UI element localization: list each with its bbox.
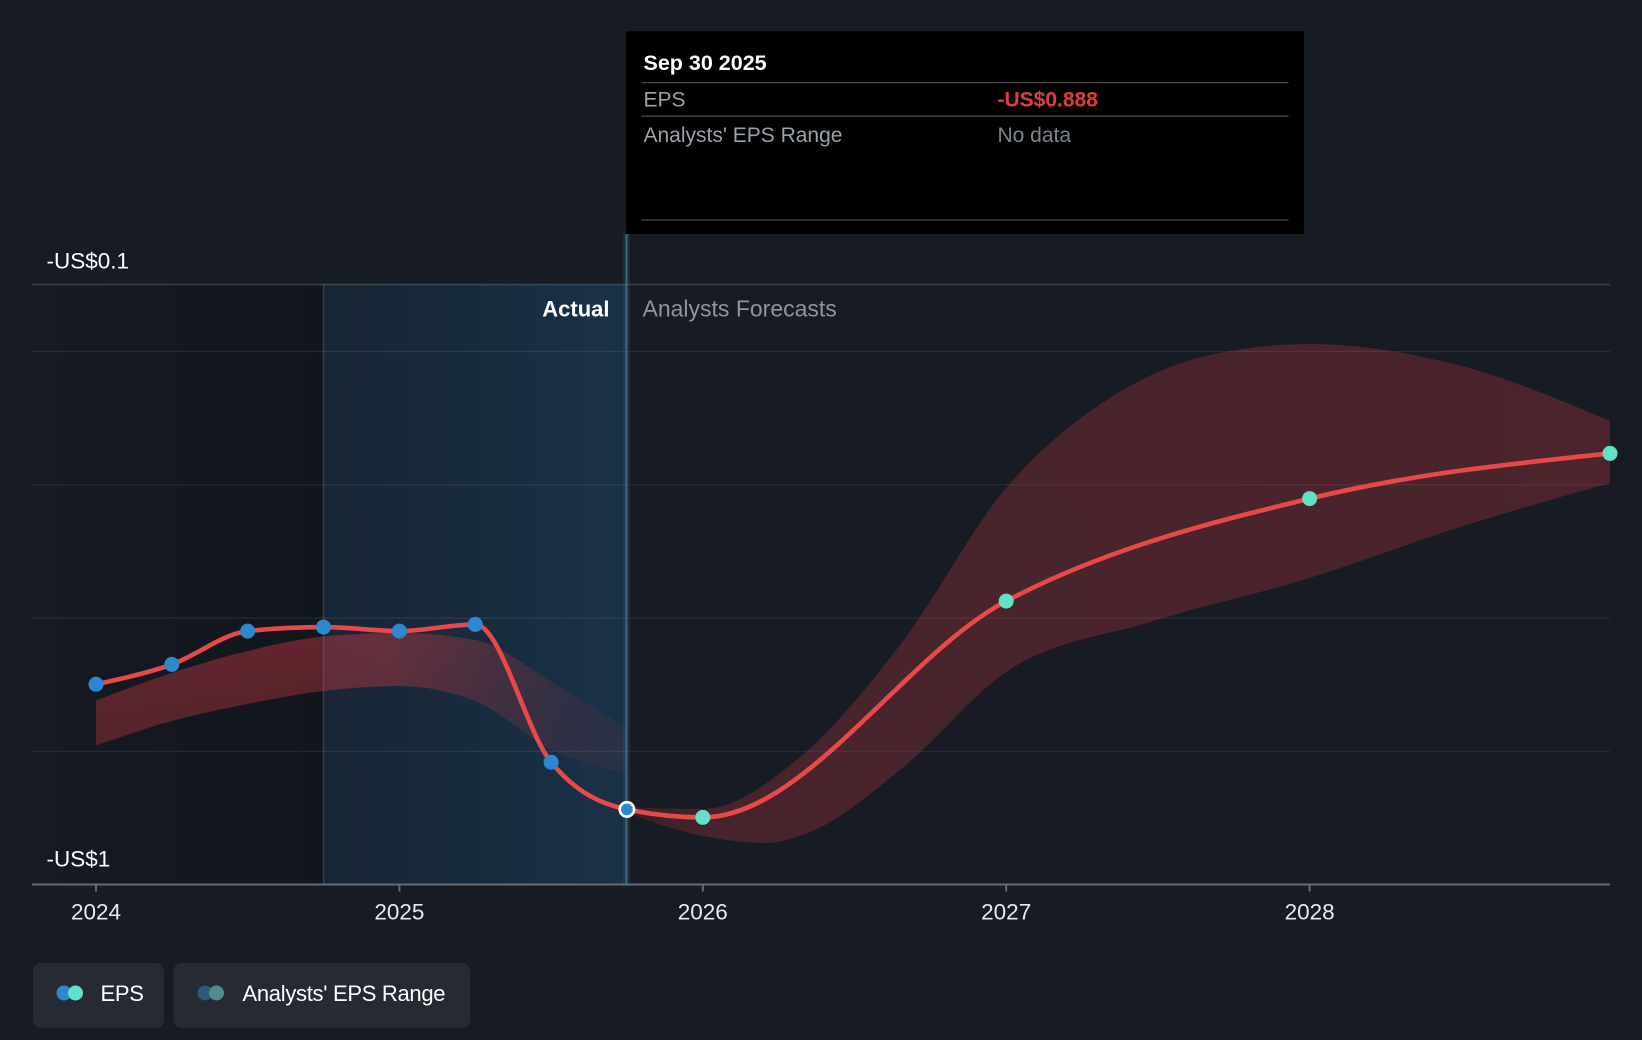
svg-text:2027: 2027 (981, 900, 1031, 925)
svg-text:-US$1: -US$1 (47, 847, 111, 872)
svg-text:-US$0.1: -US$0.1 (47, 249, 130, 274)
svg-text:Analysts Forecasts: Analysts Forecasts (643, 296, 837, 322)
svg-text:EPS: EPS (101, 981, 144, 1006)
svg-text:Analysts' EPS Range: Analysts' EPS Range (644, 124, 843, 147)
svg-text:Sep 30 2025: Sep 30 2025 (644, 51, 767, 75)
svg-text:-US$0.888: -US$0.888 (998, 89, 1099, 112)
svg-text:Analysts' EPS Range: Analysts' EPS Range (243, 981, 446, 1006)
svg-text:No data: No data (998, 124, 1072, 147)
svg-text:2025: 2025 (374, 900, 424, 925)
svg-text:2024: 2024 (71, 900, 121, 925)
svg-text:2026: 2026 (678, 900, 728, 925)
svg-text:2028: 2028 (1285, 900, 1335, 925)
svg-text:EPS: EPS (644, 89, 686, 112)
svg-text:Actual: Actual (542, 297, 609, 322)
